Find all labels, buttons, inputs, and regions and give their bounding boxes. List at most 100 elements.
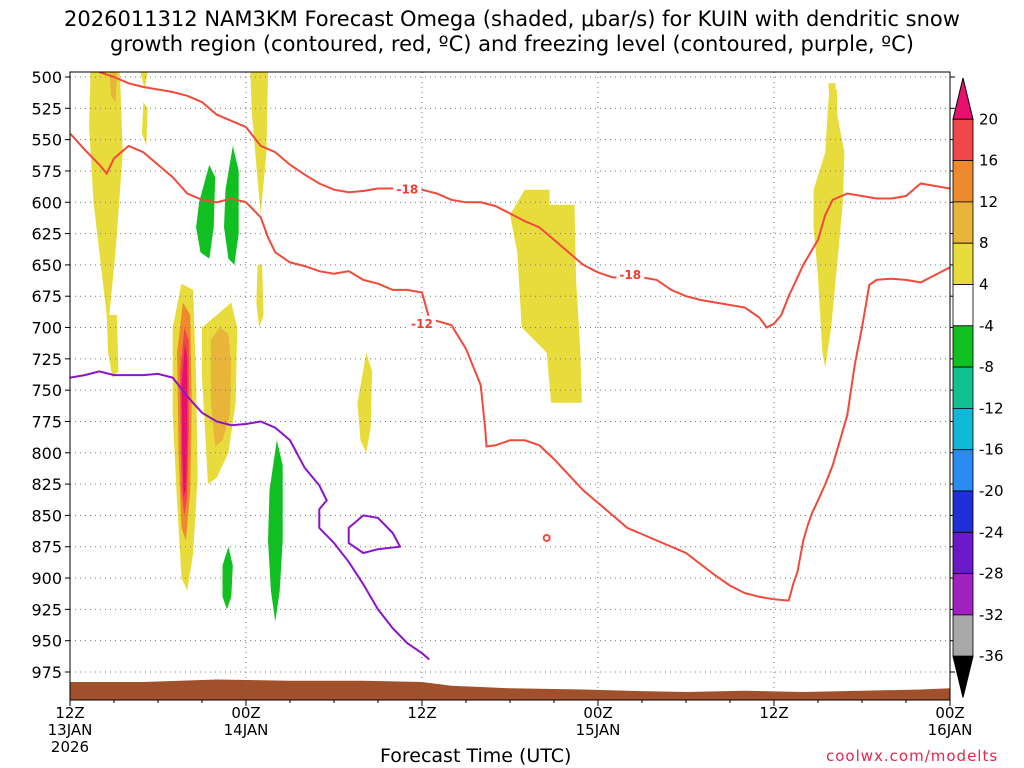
x-tick-year: 2026 bbox=[51, 738, 89, 756]
omega-blob-green bbox=[196, 164, 216, 259]
contour-lines bbox=[70, 72, 950, 661]
y-tick-label: 675 bbox=[31, 287, 62, 306]
y-tick-label: 975 bbox=[31, 663, 62, 682]
colorbar-segment bbox=[952, 284, 974, 327]
y-tick-label: 925 bbox=[31, 600, 62, 619]
omega-blob-green bbox=[222, 546, 233, 610]
x-tick-label: 00Z bbox=[583, 704, 612, 722]
colorbar-label: -16 bbox=[979, 441, 1004, 459]
y-tick-label: 900 bbox=[31, 569, 62, 588]
omega-blob-yellow bbox=[828, 83, 836, 103]
colorbar: 20 16 12 8 4 -4 -8 -12 -16 -20 -24 -28 -32 -36 bbox=[952, 77, 1004, 698]
colorbar-segment bbox=[952, 325, 974, 368]
colorbar-label: -20 bbox=[979, 482, 1004, 500]
omega-blob-yellow bbox=[263, 72, 268, 128]
y-tick-label: 750 bbox=[31, 381, 62, 400]
x-tick-date: 16JAN bbox=[928, 721, 973, 739]
chart-title-line-2: growth region (contoured, red, ºC) and f… bbox=[110, 32, 914, 56]
colorbar-segment bbox=[952, 449, 974, 492]
grid-lines bbox=[70, 72, 950, 700]
x-tick-label: 00Z bbox=[231, 704, 260, 722]
colorbar-label: 20 bbox=[979, 110, 998, 128]
omega-blob-yellow bbox=[141, 102, 148, 146]
omega-blob-yellow bbox=[256, 264, 264, 328]
colorbar-label: 12 bbox=[979, 193, 998, 211]
y-tick-label: 725 bbox=[31, 350, 62, 369]
terrain-fill bbox=[70, 679, 950, 700]
omega-blob-yellow bbox=[140, 72, 148, 90]
freezing-level-contour bbox=[70, 370, 430, 661]
x-tick-date: 14JAN bbox=[224, 721, 269, 739]
freezing-level-loop bbox=[347, 514, 402, 555]
dgz-contour-lower bbox=[70, 132, 950, 602]
x-tick-label: 12Z bbox=[759, 704, 788, 722]
omega-blob-green bbox=[268, 440, 283, 622]
omega-blob-gold bbox=[210, 327, 232, 447]
terrain-layer bbox=[70, 679, 950, 700]
colorbar-segment bbox=[952, 118, 974, 162]
x-tick-label: 12Z bbox=[55, 704, 84, 722]
y-tick-label: 825 bbox=[31, 475, 62, 494]
chart-title-line-1: 2026011312 NAM3KM Forecast Omega (shaded… bbox=[64, 7, 960, 31]
y-tick-label: 625 bbox=[31, 225, 62, 244]
y-tick-label: 525 bbox=[31, 99, 62, 118]
omega-shading bbox=[89, 72, 845, 622]
colorbar-label: -8 bbox=[979, 358, 994, 376]
y-tick-label: 650 bbox=[31, 256, 62, 275]
colorbar-arrow-bottom bbox=[952, 655, 974, 698]
colorbar-segment bbox=[952, 242, 974, 285]
omega-blob-yellow bbox=[357, 352, 373, 453]
y-tick-label: 700 bbox=[31, 319, 62, 338]
plot-background bbox=[70, 72, 950, 700]
omega-blob-yellow bbox=[106, 315, 119, 378]
omega-blob-green bbox=[224, 145, 239, 265]
y-tick-label: 950 bbox=[31, 632, 62, 651]
y-tick-label: 500 bbox=[31, 68, 62, 87]
x-tick-date: 15JAN bbox=[576, 721, 621, 739]
omega-blob-pink bbox=[181, 342, 188, 497]
omega-blob-yellow bbox=[813, 89, 845, 368]
colorbar-segment bbox=[952, 573, 974, 616]
colorbar-segment bbox=[952, 160, 974, 203]
contour-label: -12 bbox=[411, 317, 433, 331]
y-tick-label: 575 bbox=[31, 162, 62, 181]
contour-label-bg bbox=[616, 266, 645, 282]
contour-label-bg bbox=[393, 181, 422, 197]
contour-labels: -18 -18 -12 bbox=[393, 181, 645, 331]
credit-text: coolwx.com/modelts bbox=[826, 747, 999, 765]
x-tick-label: 12Z bbox=[407, 704, 436, 722]
contour-label-bg bbox=[408, 315, 436, 331]
contour-label: -18 bbox=[619, 268, 641, 282]
colorbar-segment bbox=[952, 490, 974, 533]
colorbar-label: -4 bbox=[979, 317, 994, 335]
colorbar-segment bbox=[952, 531, 974, 574]
colorbar-label: -32 bbox=[979, 606, 1004, 624]
colorbar-segment bbox=[952, 366, 974, 409]
y-tick-label: 850 bbox=[31, 506, 62, 525]
colorbar-segment bbox=[952, 201, 974, 244]
y-tick-label: 775 bbox=[31, 412, 62, 431]
y-axis: 500 525 550 575 600 625 650 675 700 725 750 775 800 8… bbox=[31, 68, 955, 682]
colorbar-label: -36 bbox=[979, 647, 1004, 665]
dgz-contour-upper bbox=[98, 72, 950, 329]
colorbar-label: 16 bbox=[979, 152, 998, 170]
colorbar-label: -12 bbox=[979, 399, 1004, 417]
y-tick-label: 875 bbox=[31, 538, 62, 557]
y-tick-label: 600 bbox=[31, 193, 62, 212]
contour-label: -18 bbox=[396, 183, 418, 197]
colorbar-segment bbox=[952, 614, 974, 657]
x-tick-date: 13JAN bbox=[48, 721, 93, 739]
colorbar-segment bbox=[952, 407, 974, 451]
y-tick-label: 550 bbox=[31, 131, 62, 150]
colorbar-label: -28 bbox=[979, 565, 1004, 583]
x-axis-title: Forecast Time (UTC) bbox=[380, 745, 572, 767]
colorbar-label: 4 bbox=[979, 276, 989, 294]
colorbar-label: 8 bbox=[979, 234, 989, 252]
colorbar-label: -24 bbox=[979, 523, 1004, 541]
x-tick-label: 00Z bbox=[935, 704, 964, 722]
omega-blob-yellow bbox=[89, 72, 123, 328]
colorbar-arrow-top bbox=[952, 77, 974, 120]
omega-blob-gold bbox=[109, 72, 117, 103]
